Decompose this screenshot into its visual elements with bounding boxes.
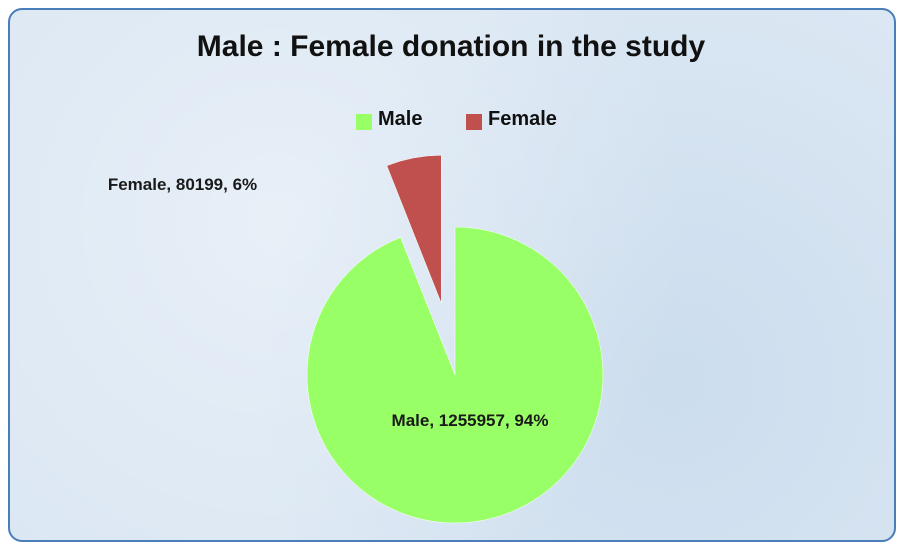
legend-swatch [356, 114, 372, 130]
legend-label: Female [488, 108, 557, 130]
data-label: Male, 1255957, 94% [391, 411, 549, 430]
legend-label: Male [378, 108, 423, 130]
pie-slice [306, 226, 604, 524]
chart-title: Male : Female donation in the study [196, 30, 706, 63]
chart-frame [8, 8, 896, 542]
legend-swatch [466, 114, 482, 130]
pie-slice [386, 155, 442, 304]
data-label: Female, 80199, 6% [107, 175, 258, 194]
